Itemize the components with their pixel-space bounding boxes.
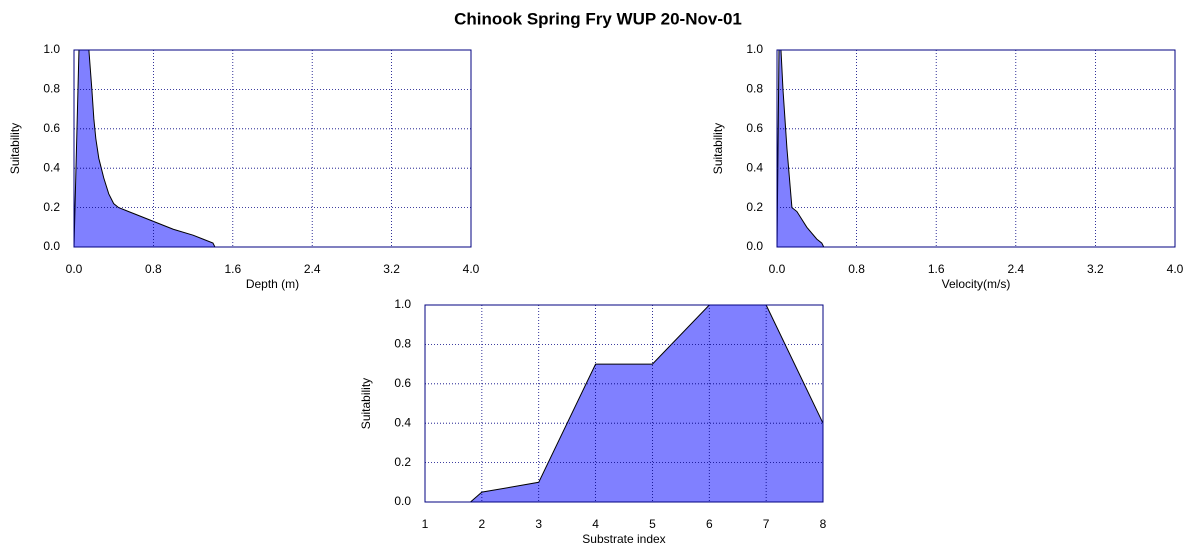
x-tick-label: 2.4 bbox=[304, 262, 321, 276]
y-tick-label: 0.8 bbox=[43, 82, 60, 96]
subplot: 0.0 0.2 0.4 0.6 0.8 1.0 0.0 0.8 1.6 2.4 3.2 4.0 Dept… bbox=[8, 42, 479, 291]
x-tick-label: 5 bbox=[649, 517, 656, 531]
y-tick-label: 1.0 bbox=[43, 42, 60, 56]
x-tick-label: 3.2 bbox=[1087, 262, 1104, 276]
area bbox=[73, 49, 216, 248]
y-tick-label: 0.8 bbox=[746, 82, 763, 96]
x-tick-label: 2.4 bbox=[1007, 262, 1024, 276]
x-tick-label: 4 bbox=[592, 517, 599, 531]
y-tick-label: 0.0 bbox=[394, 494, 411, 508]
x-axis-label: Substrate index bbox=[582, 532, 665, 546]
x-tick-label: 2 bbox=[479, 517, 486, 531]
x-axis-label: Depth (m) bbox=[246, 277, 299, 291]
y-tick-label: 1.0 bbox=[394, 297, 411, 311]
x-tick-label: 3.2 bbox=[383, 262, 400, 276]
y-tick-label: 1.0 bbox=[746, 42, 763, 56]
y-tick-label: 0.2 bbox=[43, 200, 60, 214]
subplot: 0.0 0.2 0.4 0.6 0.8 1.0 0.0 0.8 1.6 2.4 3.2 4.0 Velo… bbox=[711, 42, 1183, 291]
x-tick-label: 8 bbox=[820, 517, 827, 531]
y-tick-label: 0.0 bbox=[746, 239, 763, 253]
y-tick-label: 0.4 bbox=[394, 415, 411, 429]
y-tick-label: 0.2 bbox=[746, 200, 763, 214]
area bbox=[469, 304, 824, 503]
x-tick-label: 1 bbox=[422, 517, 429, 531]
y-tick-label: 0.0 bbox=[43, 239, 60, 253]
x-tick-label: 1.6 bbox=[224, 262, 241, 276]
x-tick-label: 0.8 bbox=[848, 262, 865, 276]
y-tick-label: 0.4 bbox=[746, 160, 763, 174]
x-axis-label: Velocity(m/s) bbox=[942, 277, 1011, 291]
x-tick-label: 1.6 bbox=[928, 262, 945, 276]
x-tick-label: 4.0 bbox=[463, 262, 480, 276]
y-tick-label: 0.6 bbox=[394, 376, 411, 390]
y-tick-label: 0.4 bbox=[43, 160, 60, 174]
y-tick-label: 0.2 bbox=[394, 455, 411, 469]
plot-frame bbox=[424, 304, 824, 503]
y-axis-label: Suitability bbox=[8, 123, 22, 174]
x-tick-label: 7 bbox=[763, 517, 770, 531]
y-tick-label: 0.6 bbox=[746, 121, 763, 135]
y-tick-label: 0.8 bbox=[394, 337, 411, 351]
x-tick-label: 0.0 bbox=[769, 262, 786, 276]
subplot: 0.0 0.2 0.4 0.6 0.8 1.0 1 2 3 4 5 6 7 8 Substrate inde… bbox=[359, 297, 826, 546]
x-tick-label: 4.0 bbox=[1167, 262, 1184, 276]
y-axis-label: Suitability bbox=[711, 123, 725, 174]
x-tick-label: 0.8 bbox=[145, 262, 162, 276]
y-tick-label: 0.6 bbox=[43, 121, 60, 135]
x-tick-label: 6 bbox=[706, 517, 713, 531]
plot-frame bbox=[776, 49, 1176, 248]
figure-title: Chinook Spring Fry WUP 20-Nov-01 bbox=[454, 9, 742, 28]
y-axis-label: Suitability bbox=[359, 378, 373, 429]
area bbox=[776, 49, 825, 248]
plot-frame bbox=[73, 49, 472, 248]
x-tick-label: 0.0 bbox=[66, 262, 83, 276]
x-tick-label: 3 bbox=[535, 517, 542, 531]
